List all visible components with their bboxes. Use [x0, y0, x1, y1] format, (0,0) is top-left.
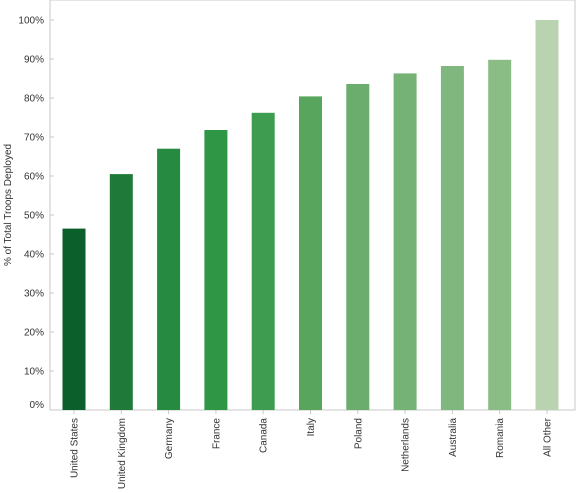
bar-united-kingdom [109, 174, 133, 410]
x-category-label: France [211, 418, 222, 450]
bar-netherlands [393, 73, 417, 411]
bar-united-states [62, 228, 86, 410]
y-tick-label: 70% [24, 133, 44, 144]
y-tick-label: 10% [24, 367, 44, 378]
bar-all-other [535, 20, 559, 410]
y-tick-label: 60% [24, 172, 44, 183]
x-category-label: Italy [306, 418, 317, 436]
y-tick-label: 80% [24, 94, 44, 105]
bars [62, 20, 559, 411]
x-category-label: Canada [259, 418, 270, 453]
y-axis-label: % of Total Troops Deployed [3, 144, 14, 266]
y-tick-label: 100% [18, 16, 44, 27]
x-category-label: Poland [353, 418, 364, 449]
x-category-label: Australia [448, 418, 459, 457]
bar-italy [299, 96, 322, 411]
x-category-label: Romania [495, 418, 506, 458]
bar-france [204, 130, 228, 410]
x-axis-ticks: United States United Kingdom Germany France… [70, 410, 554, 489]
y-tick-label: 0% [30, 400, 45, 411]
y-tick-label: 30% [24, 289, 44, 300]
x-category-label: United Kingdom [117, 418, 128, 489]
bar-romania [488, 59, 512, 411]
x-category-label: Netherlands [401, 418, 412, 472]
y-tick-label: 40% [24, 250, 44, 261]
bar-australia [440, 66, 464, 410]
bar-canada [251, 112, 275, 411]
x-category-label: Germany [164, 418, 175, 459]
bar-poland [346, 84, 370, 410]
y-axis-ticks: 0% 10% 20% 30% 40% 50% 60% 70% 80% 90% 100% [18, 16, 54, 411]
x-category-label: All Other [543, 417, 554, 457]
bar-germany [157, 148, 181, 410]
y-tick-label: 20% [24, 328, 44, 339]
y-tick-label: 50% [24, 211, 44, 222]
x-category-label: United States [70, 418, 81, 478]
y-tick-label: 90% [24, 55, 44, 66]
